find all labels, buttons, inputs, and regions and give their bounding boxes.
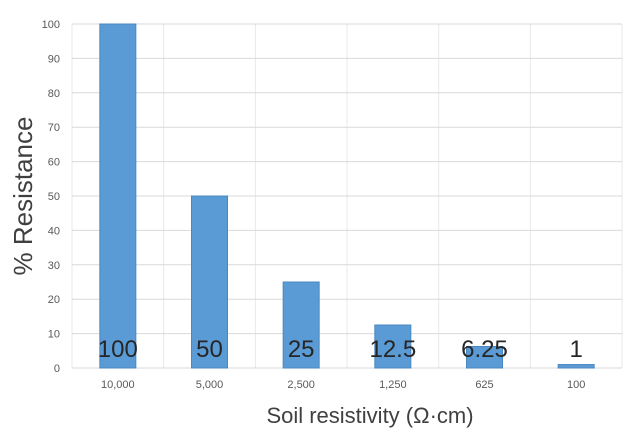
data-label: 100 bbox=[98, 336, 138, 363]
data-label: 1 bbox=[569, 336, 582, 363]
y-tick-label: 70 bbox=[48, 122, 60, 134]
y-tick-label: 20 bbox=[48, 294, 60, 306]
y-tick-label: 30 bbox=[48, 260, 60, 272]
data-label: 50 bbox=[196, 336, 223, 363]
y-tick-label: 0 bbox=[54, 363, 60, 375]
y-tick-label: 100 bbox=[42, 19, 60, 31]
gridlines bbox=[71, 23, 623, 369]
bar-625 bbox=[466, 346, 503, 369]
x-tick-label: 100 bbox=[567, 379, 585, 391]
y-axis-ticks: 0 10 20 30 40 50 60 70 80 90 100 bbox=[42, 19, 60, 375]
bar-10000 bbox=[99, 23, 137, 369]
bar-1250 bbox=[374, 324, 412, 369]
bar-100 bbox=[557, 364, 595, 369]
y-tick-label: 60 bbox=[48, 157, 60, 169]
data-label: 6.25 bbox=[461, 336, 508, 363]
y-tick-label: 40 bbox=[48, 225, 60, 237]
x-tick-label: 625 bbox=[475, 379, 493, 391]
x-tick-label: 5,000 bbox=[196, 379, 224, 391]
bar-5000 bbox=[191, 195, 228, 369]
x-axis-ticks: 10,000 5,000 2,500 1,250 625 100 bbox=[101, 379, 585, 391]
bar-2500 bbox=[282, 281, 320, 369]
y-axis-title: % Resistance bbox=[8, 117, 38, 276]
data-labels: 100 50 25 12.5 6.25 1 bbox=[98, 336, 583, 363]
x-tick-label: 1,250 bbox=[379, 379, 407, 391]
y-tick-label: 90 bbox=[48, 53, 60, 65]
x-axis-title: Soil resistivity (Ω·cm) bbox=[266, 403, 473, 428]
y-tick-label: 80 bbox=[48, 88, 60, 100]
data-label: 12.5 bbox=[369, 336, 416, 363]
x-tick-label: 2,500 bbox=[287, 379, 315, 391]
y-tick-label: 50 bbox=[48, 191, 60, 203]
x-tick-label: 10,000 bbox=[101, 379, 135, 391]
bars bbox=[99, 23, 595, 369]
data-label: 25 bbox=[288, 336, 315, 363]
y-tick-label: 10 bbox=[48, 329, 60, 341]
